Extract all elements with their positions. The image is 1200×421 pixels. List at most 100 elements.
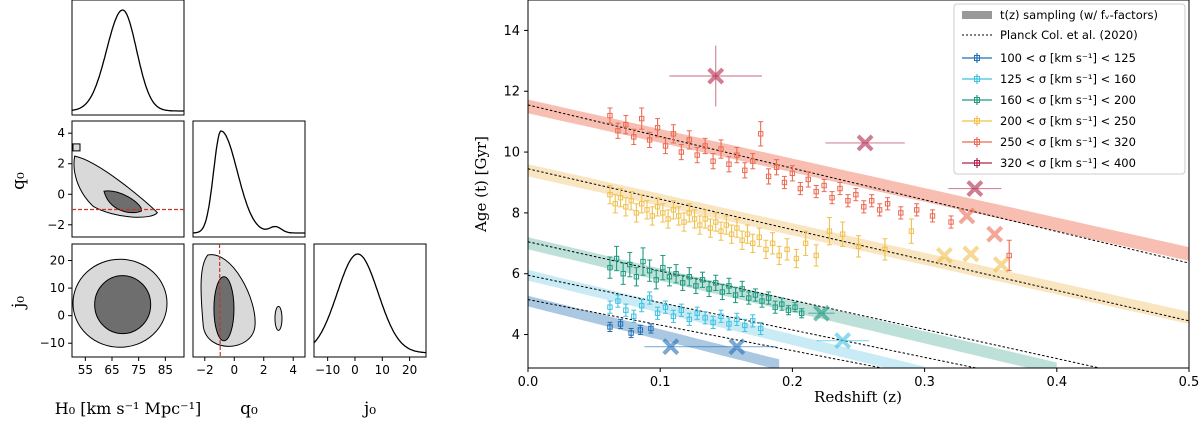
data-point	[673, 271, 679, 277]
data-point	[779, 301, 785, 307]
data-point	[686, 210, 692, 216]
legend-series-label: 200 < σ [km s⁻¹] < 250	[1000, 114, 1136, 128]
legend-series-marker	[974, 55, 980, 61]
data-point	[691, 216, 698, 222]
data-point	[718, 146, 724, 152]
y-tick-label: 4	[512, 328, 520, 343]
data-point	[607, 264, 613, 271]
data-point	[615, 298, 621, 304]
data-point	[710, 319, 716, 326]
tz-sampling-band	[528, 99, 1189, 261]
j0-y-tick-label: 10	[50, 281, 65, 295]
data-point	[702, 315, 708, 321]
data-point	[898, 210, 904, 216]
data-point	[613, 255, 620, 262]
data-point	[742, 167, 748, 174]
data-point	[739, 286, 745, 292]
legend-series-marker	[974, 118, 980, 124]
stacked-marker	[966, 180, 984, 197]
q0-y-label: q₀	[9, 172, 29, 190]
data-point	[837, 185, 843, 192]
tz-sampling-band	[528, 269, 925, 368]
legend-series-label: 125 < σ [km s⁻¹] < 160	[1000, 72, 1136, 86]
data-point	[793, 255, 800, 262]
data-point	[623, 204, 629, 210]
data-point	[670, 313, 677, 319]
data-point	[638, 302, 645, 309]
data-point	[607, 304, 613, 310]
data-point	[612, 201, 618, 207]
q0-j0-inner-contour	[213, 276, 235, 342]
y-tick-label: 14	[503, 24, 520, 39]
x-tick-label: 0.2	[782, 375, 803, 390]
q0-x-tick-label: 2	[260, 363, 268, 377]
h0-q0-island	[72, 143, 81, 152]
data-point	[861, 204, 867, 210]
q0-y-tick-label: 2	[57, 157, 65, 171]
q0-y-tick-label: 0	[57, 187, 65, 201]
h0-x-tick-label: 65	[104, 363, 119, 377]
data-point	[699, 277, 706, 283]
j0-x-tick-label: 10	[375, 363, 390, 377]
data-point	[773, 164, 780, 170]
data-point	[607, 191, 613, 198]
data-point	[706, 286, 712, 292]
q0-y-tick-label: 4	[57, 126, 65, 140]
data-point	[678, 149, 685, 155]
y-tick-label: 12	[503, 85, 520, 100]
data-point	[686, 274, 692, 280]
h0-q0-inner-contour	[103, 190, 142, 214]
data-point	[638, 115, 645, 122]
main-y-label: Age (t) [Gyr]	[472, 136, 490, 233]
legend-series-label: 250 < σ [km s⁻¹] < 320	[1000, 135, 1136, 149]
x-tick-label: 0.4	[1046, 375, 1067, 390]
planck-line	[528, 274, 979, 368]
data-point	[628, 198, 634, 204]
q0-y-tick-label: −2	[47, 218, 65, 232]
data-point	[640, 258, 646, 265]
data-point	[739, 237, 745, 243]
data-point	[646, 295, 653, 301]
data-point	[615, 128, 621, 134]
data-point	[710, 158, 716, 164]
h0-marginal-curve	[71, 9, 184, 112]
data-point	[681, 219, 687, 225]
h0-q0-outer-contour	[73, 155, 158, 218]
h0-j0-inner-contour	[94, 275, 152, 335]
data-point	[821, 182, 827, 189]
stacked-marker	[856, 134, 874, 152]
main-x-label: Redshift (z)	[814, 388, 902, 406]
data-point	[662, 304, 669, 310]
data-point	[757, 131, 764, 137]
data-point	[813, 188, 819, 195]
data-point	[785, 307, 792, 313]
tz-sampling-band	[528, 295, 780, 368]
data-point	[789, 170, 796, 177]
data-point	[686, 316, 692, 323]
panel-q0-marginal	[192, 120, 306, 238]
data-point	[697, 222, 703, 228]
data-point	[654, 125, 661, 131]
data-point	[734, 225, 740, 231]
data-point	[797, 185, 804, 192]
data-point	[713, 280, 719, 286]
data-point	[633, 274, 640, 280]
data-point	[884, 201, 891, 207]
data-point	[765, 295, 772, 301]
data-point	[726, 161, 732, 167]
data-point	[929, 213, 936, 219]
data-point	[913, 207, 920, 213]
legend-box	[953, 3, 1186, 175]
data-point	[756, 234, 763, 240]
data-point	[660, 264, 666, 271]
data-point	[617, 321, 624, 327]
x-tick-label: 0.1	[650, 375, 671, 390]
data-point	[1006, 252, 1012, 259]
x-tick-label: 0.0	[518, 375, 539, 390]
data-point	[633, 210, 640, 216]
j0-x-tick-label: 20	[402, 363, 417, 377]
data-point	[855, 243, 862, 250]
data-point	[617, 194, 624, 201]
data-point	[627, 261, 633, 268]
planck-line	[528, 104, 1189, 264]
